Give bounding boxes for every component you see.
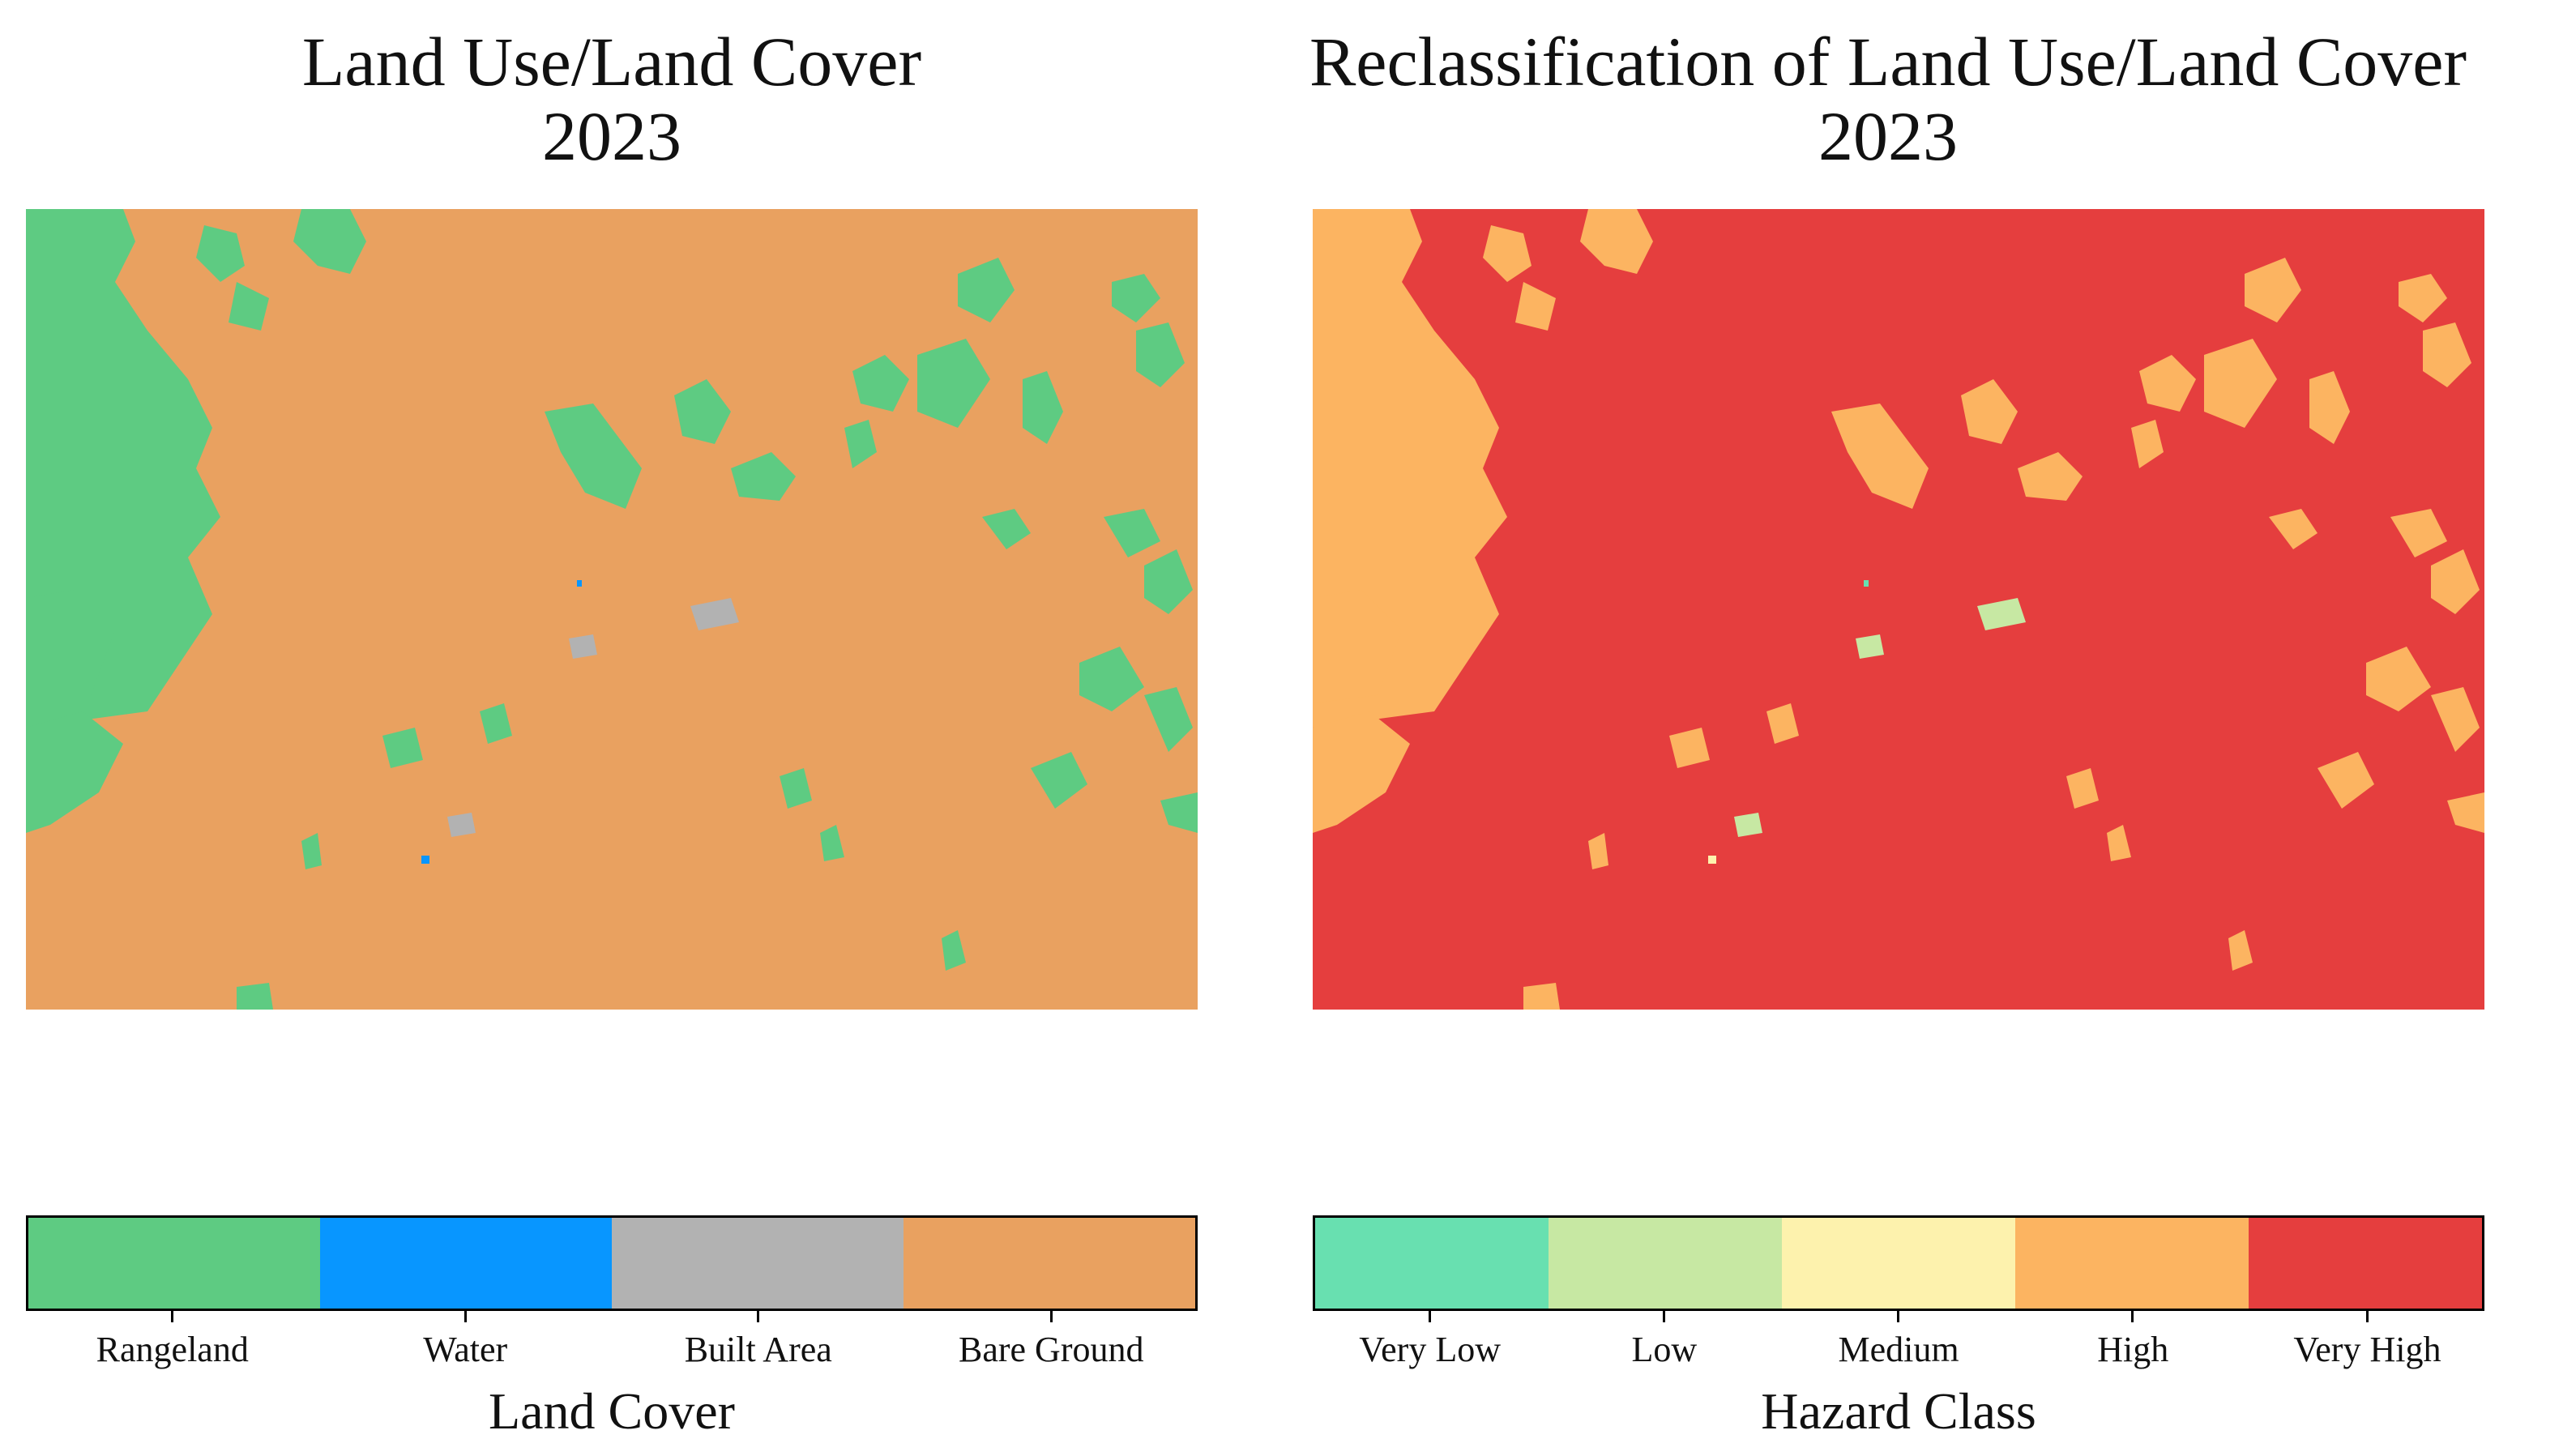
- swatch-built-area: [612, 1218, 904, 1309]
- high-hazard-patches: [1313, 209, 2484, 1010]
- tick-mark: [2131, 1311, 2134, 1322]
- tick-mark: [1897, 1311, 1899, 1322]
- legend-label-very-high: Very High: [2293, 1330, 2441, 1369]
- swatch-high: [2015, 1218, 2249, 1309]
- land-cover-raster: [26, 209, 1198, 1010]
- land-cover-legend-title: Land Cover: [489, 1382, 735, 1440]
- legend-label-high: High: [2097, 1330, 2169, 1369]
- medium-hazard-patches: [1708, 856, 1716, 864]
- swatch-rangeland: [28, 1218, 320, 1309]
- tick-mark: [1429, 1311, 1431, 1322]
- water-patches: [421, 580, 582, 864]
- legend-label-built-area: Built Area: [684, 1330, 832, 1369]
- built-area-patches: [447, 598, 739, 837]
- legend-label-low: Low: [1631, 1330, 1698, 1369]
- land-cover-colorbar: [26, 1215, 1198, 1311]
- land-cover-legend-labels: Rangeland Water Built Area Bare Ground: [26, 1327, 1198, 1376]
- left-map-title: Land Use/Land Cover 2023: [24, 24, 1199, 173]
- hazard-class-raster: [1313, 209, 2484, 1010]
- tick-mark: [171, 1311, 173, 1322]
- hazard-class-colorbar-ticks: [1313, 1311, 2484, 1324]
- tick-mark: [1050, 1311, 1053, 1322]
- swatch-low: [1549, 1218, 1782, 1309]
- legend-label-bare-ground: Bare Ground: [959, 1330, 1144, 1369]
- left-map-title-line1: Land Use/Land Cover: [301, 23, 922, 100]
- hazard-class-legend-title: Hazard Class: [1761, 1382, 2036, 1440]
- land-cover-map: [26, 209, 1198, 1010]
- swatch-bare-ground: [904, 1218, 1195, 1309]
- right-map-title-year: 2023: [1818, 97, 1958, 175]
- bare-ground-area: [26, 209, 1198, 1010]
- very-high-hazard-area: [1313, 209, 2484, 1010]
- hazard-class-legend-labels: Very Low Low Medium High Very High: [1313, 1327, 2484, 1376]
- low-hazard-patches: [1734, 598, 2026, 837]
- left-map-title-year: 2023: [542, 97, 681, 175]
- rangeland-patches: [26, 209, 1198, 1010]
- tick-mark: [757, 1311, 759, 1322]
- land-cover-colorbar-ticks: [26, 1311, 1198, 1324]
- hazard-class-map: [1313, 209, 2484, 1010]
- tick-mark: [464, 1311, 467, 1322]
- legend-label-medium: Medium: [1838, 1330, 1959, 1369]
- right-map-title: Reclassification of Land Use/Land Cover …: [1199, 24, 2576, 173]
- tick-mark: [2366, 1311, 2369, 1322]
- very-low-hazard-patches: [1864, 580, 1869, 587]
- legend-label-rangeland: Rangeland: [96, 1330, 249, 1369]
- hazard-class-colorbar: [1313, 1215, 2484, 1311]
- swatch-very-low: [1315, 1218, 1549, 1309]
- legend-label-very-low: Very Low: [1359, 1330, 1501, 1369]
- right-map-title-line1: Reclassification of Land Use/Land Cover: [1309, 23, 2467, 100]
- swatch-medium: [1782, 1218, 2015, 1309]
- swatch-water: [320, 1218, 612, 1309]
- swatch-very-high: [2249, 1218, 2482, 1309]
- tick-mark: [1663, 1311, 1665, 1322]
- legend-label-water: Water: [423, 1330, 508, 1369]
